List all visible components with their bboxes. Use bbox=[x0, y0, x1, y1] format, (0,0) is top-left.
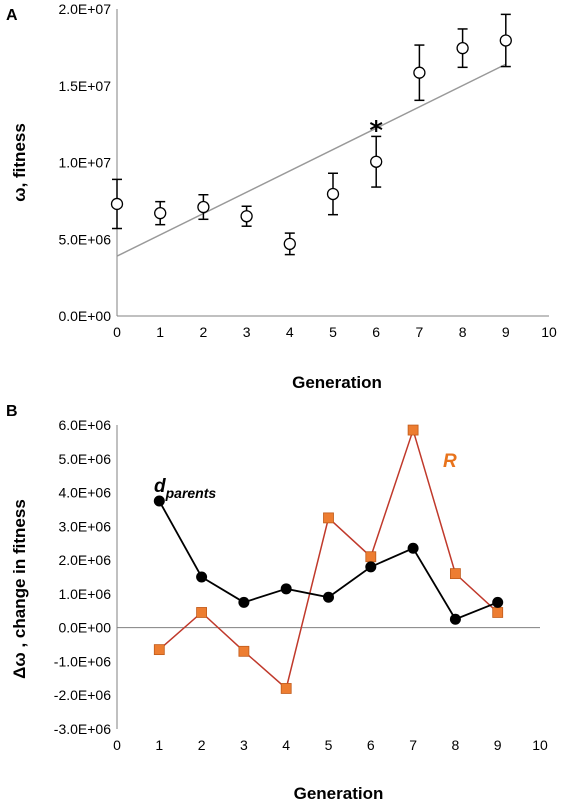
series-d-parents-point bbox=[365, 561, 377, 573]
panel-b-letter: B bbox=[6, 403, 18, 420]
data-point bbox=[326, 187, 340, 201]
series-d-parents-point bbox=[196, 571, 208, 583]
y-tick-label: 0.0E+00 bbox=[58, 308, 111, 324]
panel-a-letter: A bbox=[6, 7, 18, 24]
y-tick-label: 0.0E+00 bbox=[58, 620, 111, 636]
x-tick-label: 3 bbox=[240, 737, 248, 753]
series-d-parents-point bbox=[492, 596, 504, 608]
x-tick-label: 4 bbox=[286, 324, 294, 340]
x-tick-label: 3 bbox=[243, 324, 251, 340]
y-tick-label: 4.0E+06 bbox=[58, 485, 111, 501]
series-d-parents-point bbox=[238, 596, 250, 608]
x-tick-label: 8 bbox=[459, 324, 467, 340]
significance-asterisk: * bbox=[369, 116, 383, 146]
x-axis-title: Generation bbox=[292, 373, 382, 392]
series-r-point bbox=[407, 424, 419, 436]
x-tick-label: 10 bbox=[541, 324, 557, 340]
x-tick-label: 2 bbox=[198, 737, 206, 753]
y-tick-label: 2.0E+07 bbox=[58, 1, 111, 17]
x-tick-label: 9 bbox=[502, 324, 510, 340]
series-d-parents-point bbox=[280, 583, 292, 595]
y-tick-label: -1.0E+06 bbox=[54, 653, 111, 669]
chart-a: 0.0E+00 5.0E+06 1.0E+07 1.5E+07 2.0E+07 0 1 2 3 4… bbox=[10, 1, 557, 392]
x-tick-label: 6 bbox=[367, 737, 375, 753]
trendline bbox=[116, 63, 507, 257]
y-axis-title: ω, fitness bbox=[10, 123, 29, 202]
y-tick-label: 5.0E+06 bbox=[58, 231, 111, 247]
x-axis-title: Generation bbox=[294, 784, 384, 802]
x-tick-label: 7 bbox=[416, 324, 424, 340]
x-tick-label: 1 bbox=[156, 324, 164, 340]
y-tick-label: -2.0E+06 bbox=[54, 687, 111, 703]
x-tick-label: 5 bbox=[329, 324, 337, 340]
data-point bbox=[154, 207, 167, 220]
series-d-parents-point bbox=[407, 542, 419, 554]
x-tick-label: 8 bbox=[452, 737, 460, 753]
series-d-parents-point bbox=[323, 591, 334, 603]
series-r-point bbox=[196, 607, 208, 618]
y-tick-label: 3.0E+06 bbox=[58, 518, 111, 534]
data-point bbox=[110, 197, 124, 211]
series-r-point bbox=[492, 607, 504, 618]
series-d-parents-label-subscript: parents bbox=[165, 485, 217, 501]
data-point bbox=[197, 200, 210, 214]
y-tick-label: 1.0E+07 bbox=[58, 155, 111, 171]
data-point bbox=[240, 210, 253, 223]
series-r-point bbox=[449, 568, 461, 580]
y-tick-label: 1.5E+07 bbox=[58, 78, 111, 94]
series-r-point bbox=[365, 551, 377, 563]
series-r-point bbox=[238, 645, 250, 657]
data-point bbox=[413, 66, 426, 79]
x-tick-label: 2 bbox=[200, 324, 208, 340]
series-d-parents-point bbox=[153, 495, 165, 507]
series-d-parents-label-main: d bbox=[154, 476, 166, 497]
x-tick-label: 5 bbox=[325, 737, 333, 753]
data-point bbox=[499, 34, 512, 47]
x-tick-label: 6 bbox=[372, 324, 380, 340]
x-tick-label: 1 bbox=[155, 737, 163, 753]
y-tick-label: -3.0E+06 bbox=[54, 721, 111, 737]
x-tick-label: 0 bbox=[113, 737, 121, 753]
y-tick-label: 2.0E+06 bbox=[58, 552, 111, 568]
data-point bbox=[370, 155, 383, 168]
y-tick-label: 1.0E+06 bbox=[58, 586, 111, 602]
y-axis-title: Δω , change in fitness bbox=[10, 499, 29, 679]
x-tick-label: 0 bbox=[113, 324, 121, 340]
series-d-parents-point bbox=[449, 613, 461, 625]
chart-b: -3.0E+06 -2.0E+06 -1.0E+06 0.0E+00 1.0E+06 2.… bbox=[10, 417, 548, 802]
x-tick-label: 10 bbox=[532, 737, 548, 753]
series-d-parents-label: dparents bbox=[154, 476, 216, 501]
series-r-point bbox=[323, 512, 334, 524]
y-tick-label: 6.0E+06 bbox=[58, 417, 111, 433]
series-r-label: R bbox=[443, 451, 457, 472]
data-point bbox=[283, 237, 296, 251]
x-tick-label: 9 bbox=[494, 737, 502, 753]
y-tick-label: 5.0E+06 bbox=[58, 451, 111, 467]
data-point bbox=[456, 41, 469, 55]
series-r-point bbox=[280, 683, 292, 694]
x-tick-label: 4 bbox=[282, 737, 290, 753]
x-tick-label: 7 bbox=[409, 737, 417, 753]
series-r-point bbox=[153, 644, 165, 656]
